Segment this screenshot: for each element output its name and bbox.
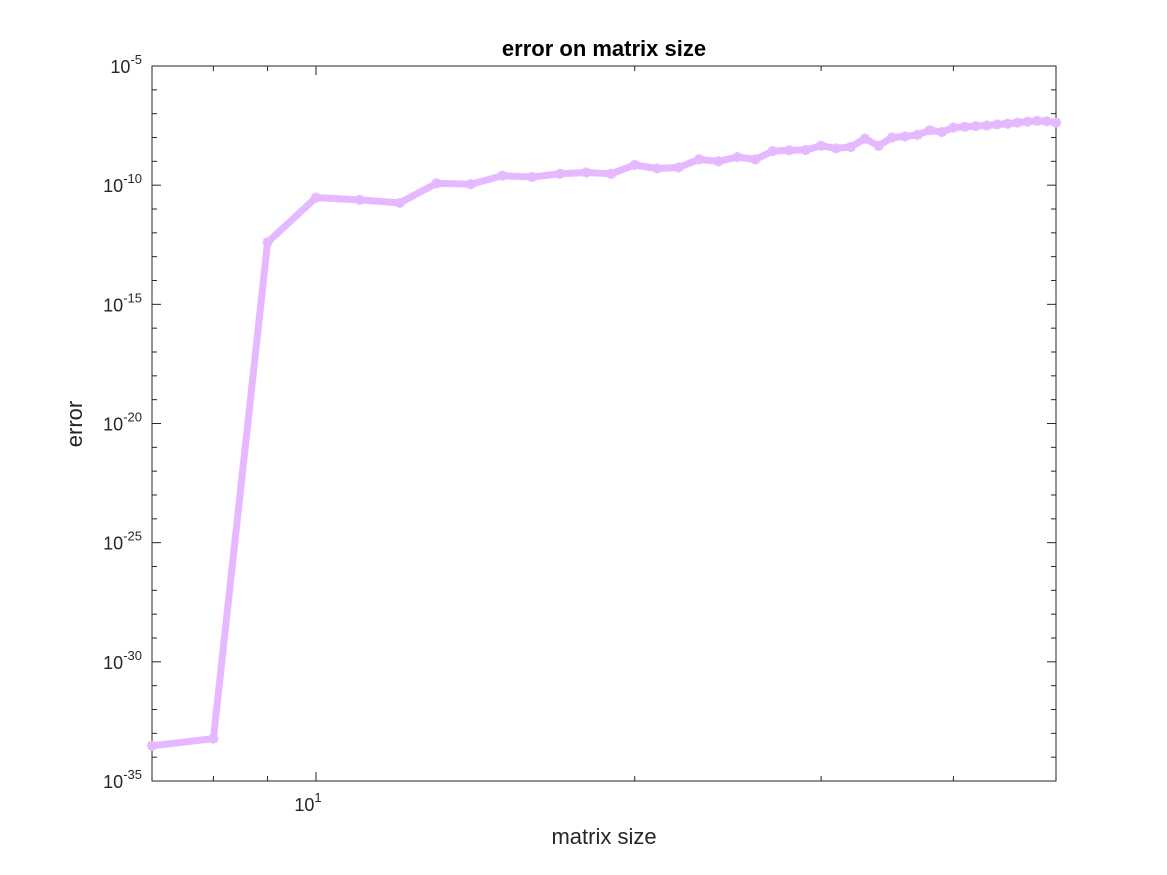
x-tick-label: 101	[294, 790, 321, 815]
data-point	[1051, 117, 1061, 128]
data-point	[262, 237, 273, 248]
data-point	[527, 172, 538, 182]
data-point	[311, 192, 321, 203]
data-point	[970, 121, 981, 132]
y-tick-label: 10-10	[103, 171, 142, 196]
data-point	[767, 146, 778, 157]
y-tick-label: 10-20	[103, 410, 142, 435]
data-point	[497, 170, 508, 181]
data-point	[1022, 116, 1033, 127]
y-tick-base: 10	[103, 772, 123, 792]
x-tick-base: 10	[294, 795, 314, 815]
y-tick-exponent: -15	[123, 290, 142, 305]
data-point	[887, 132, 897, 143]
y-tick-base: 10	[103, 653, 123, 673]
x-axis-label: matrix size	[551, 824, 656, 849]
axes-box	[151, 65, 1057, 782]
data-point	[147, 740, 157, 751]
data-point	[784, 145, 795, 156]
y-tick-label: 10-25	[103, 529, 142, 554]
data-point	[992, 119, 1003, 130]
y-tick-exponent: -5	[130, 52, 142, 67]
data-point	[394, 197, 405, 208]
data-point	[713, 156, 724, 167]
data-point	[750, 154, 761, 165]
data-point	[948, 122, 959, 133]
major-ticks	[152, 65, 1056, 782]
data-point	[859, 133, 870, 144]
data-point	[800, 145, 811, 155]
y-axis-label: error	[62, 401, 87, 447]
data-point	[208, 733, 219, 744]
x-tick-exponent: 1	[314, 790, 321, 805]
data-point	[694, 154, 704, 165]
data-point	[981, 120, 992, 131]
data-point	[431, 178, 442, 189]
data-point	[555, 168, 565, 179]
data-point	[924, 125, 935, 136]
y-tick-base: 10	[103, 415, 123, 435]
data-point	[845, 142, 856, 152]
data-point	[936, 127, 947, 137]
y-tick-exponent: -20	[123, 410, 142, 425]
data-point	[732, 152, 743, 163]
y-tick-exponent: -35	[123, 767, 142, 782]
data-point	[900, 131, 910, 142]
data-point	[873, 140, 884, 151]
series-layer	[147, 115, 1061, 751]
y-tick-exponent: -10	[123, 171, 142, 186]
data-point	[1002, 118, 1013, 129]
y-tick-label: 10-15	[103, 290, 142, 315]
y-tick-exponent: -30	[123, 648, 142, 663]
data-point	[912, 129, 923, 140]
y-tick-label: 10-5	[110, 52, 142, 77]
data-point	[1041, 116, 1052, 127]
y-tick-base: 10	[103, 534, 123, 554]
data-point	[465, 179, 476, 190]
data-point	[816, 140, 827, 151]
y-tick-label: 10-35	[103, 767, 142, 792]
y-tick-base: 10	[103, 176, 123, 196]
data-point	[629, 160, 640, 170]
y-tick-exponent: -25	[123, 529, 142, 544]
plot-area	[147, 65, 1061, 782]
data-point	[673, 162, 684, 173]
data-point	[581, 167, 592, 178]
data-point	[1032, 115, 1043, 126]
data-point	[652, 163, 663, 174]
y-tick-base: 10	[103, 295, 123, 315]
data-point	[959, 121, 970, 132]
data-point	[354, 194, 365, 205]
chart-title: error on matrix size	[502, 36, 706, 61]
y-tick-label: 10-30	[103, 648, 142, 673]
data-point	[831, 143, 842, 154]
data-point	[606, 168, 617, 179]
data-point	[1012, 117, 1023, 128]
y-tick-base: 10	[110, 57, 130, 77]
minor-ticks	[152, 66, 1056, 781]
